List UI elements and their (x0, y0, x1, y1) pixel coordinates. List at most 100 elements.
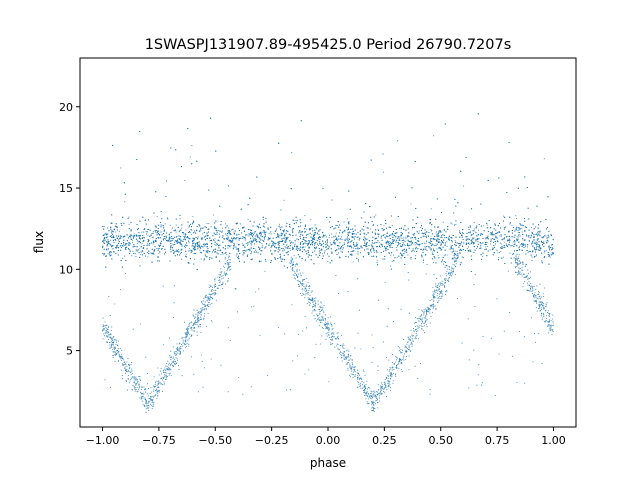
data-point (191, 145, 193, 147)
data-point (527, 251, 529, 253)
data-point (289, 226, 291, 228)
data-point (249, 248, 251, 250)
data-point (200, 258, 202, 260)
data-point (322, 253, 324, 255)
data-point (359, 252, 362, 254)
data-point (378, 242, 380, 244)
data-point (387, 244, 389, 246)
data-point (439, 249, 442, 251)
data-point (425, 242, 427, 244)
data-point (446, 254, 448, 256)
data-point (410, 244, 412, 246)
data-point (490, 243, 492, 245)
data-point (430, 208, 432, 210)
data-point (158, 224, 160, 226)
data-point (177, 248, 180, 250)
data-point (175, 249, 177, 251)
data-point (141, 242, 143, 244)
data-point (147, 228, 149, 231)
data-point (495, 233, 497, 235)
data-point (503, 215, 505, 217)
data-point (287, 250, 290, 253)
data-point (456, 236, 458, 238)
data-point (376, 262, 378, 264)
data-point (424, 254, 426, 256)
data-point (350, 254, 352, 256)
data-point (430, 240, 432, 242)
data-point (539, 249, 542, 251)
data-point (413, 242, 415, 244)
data-point (490, 231, 492, 233)
data-point (118, 230, 121, 233)
data-point (369, 228, 372, 230)
data-point (245, 243, 247, 245)
data-point (264, 270, 266, 272)
data-point (437, 255, 439, 257)
data-point (530, 227, 532, 229)
data-point (136, 242, 138, 244)
data-point (502, 246, 504, 248)
data-point (214, 244, 216, 246)
data-point (202, 233, 204, 235)
data-point (477, 241, 479, 243)
data-point (418, 230, 420, 232)
data-point (233, 246, 235, 248)
data-point (415, 255, 417, 257)
data-point (230, 244, 232, 247)
data-point (543, 252, 545, 254)
data-point (446, 246, 448, 248)
data-point (167, 218, 169, 220)
data-point (183, 235, 185, 237)
data-point (300, 222, 302, 224)
data-point (190, 234, 192, 236)
data-point (505, 226, 507, 228)
data-point (424, 246, 426, 248)
data-point (342, 230, 344, 232)
data-point (344, 231, 346, 233)
data-point (509, 252, 511, 254)
data-point (486, 245, 488, 247)
data-point (329, 216, 331, 219)
data-point (534, 239, 536, 241)
data-point (147, 256, 149, 258)
data-point (131, 255, 133, 257)
data-point (414, 244, 416, 246)
data-point (110, 239, 112, 241)
data-point (304, 215, 306, 217)
data-point (413, 250, 415, 252)
data-point (418, 240, 420, 242)
data-point (452, 250, 455, 252)
data-point (545, 250, 547, 252)
data-point (179, 253, 181, 255)
data-point (382, 171, 384, 173)
data-point (142, 231, 145, 233)
data-point (213, 238, 215, 241)
data-point (406, 235, 408, 237)
data-point (435, 244, 437, 247)
data-point (156, 215, 158, 218)
data-point (261, 242, 263, 245)
data-point (500, 234, 502, 236)
data-point (535, 255, 537, 257)
data-point (283, 199, 285, 201)
data-point (330, 233, 333, 235)
data-point (390, 254, 392, 256)
data-point (350, 228, 352, 230)
data-point (261, 231, 263, 233)
data-point (134, 253, 136, 255)
data-point (215, 244, 217, 246)
data-point (392, 235, 394, 237)
data-point (124, 201, 126, 203)
data-point (377, 236, 379, 238)
data-point (517, 231, 519, 233)
data-point (473, 228, 475, 230)
data-point (515, 215, 517, 217)
data-point (120, 167, 122, 169)
data-point (379, 246, 381, 248)
data-point (192, 215, 194, 217)
data-point (453, 256, 455, 258)
data-point (486, 224, 488, 226)
data-point (437, 240, 439, 242)
data-point (206, 223, 208, 225)
data-point (185, 229, 187, 231)
